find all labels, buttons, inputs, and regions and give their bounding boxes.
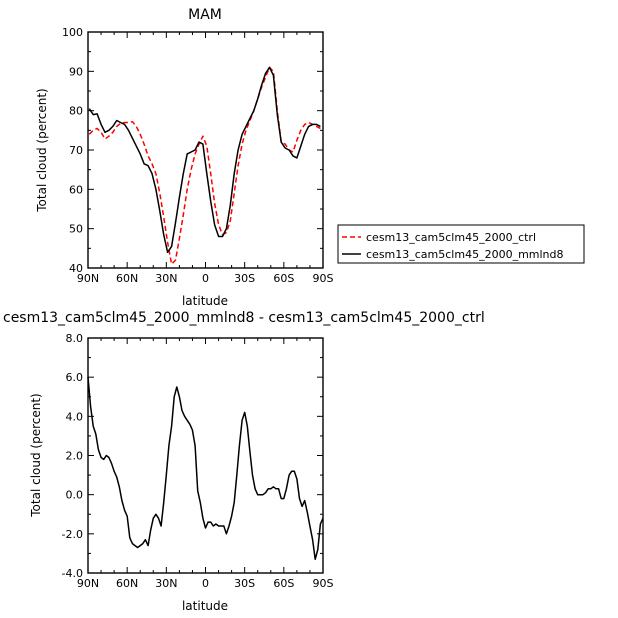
top-y-tick-label: 90 <box>69 65 83 78</box>
top-y-tick-label: 80 <box>69 105 83 118</box>
top-panel: MAM 90N 60N 30N 0 30S 60S 90S 40 50 60 70 80 90 100 l… <box>35 7 585 308</box>
top-x-tick-label: 30S <box>234 272 255 285</box>
bottom-x-tick-label: 0 <box>202 577 209 590</box>
legend-label-ctrl: cesm13_cam5clm45_2000_ctrl <box>366 231 536 244</box>
top-x-tick-label: 60S <box>273 272 294 285</box>
bottom-y-axis-label: Total cloud (percent) <box>29 393 43 517</box>
bottom-y-tick-label: -4.0 <box>62 567 83 580</box>
top-series-line-0 <box>88 66 321 265</box>
bottom-y-tick-label: -2.0 <box>62 528 83 541</box>
bottom-plot-frame <box>87 337 324 574</box>
bottom-panel: cesm13_cam5clm45_2000_mmlnd8 - cesm13_ca… <box>3 310 485 613</box>
top-x-axis-label: latitude <box>182 294 228 308</box>
top-y-tick-label: 100 <box>62 26 83 39</box>
top-x-tick-label: 30N <box>155 272 177 285</box>
bottom-y-tick-label: 4.0 <box>66 410 84 423</box>
bottom-x-tick-label: 60S <box>273 577 294 590</box>
bottom-x-tick-label: 90S <box>313 577 334 590</box>
top-y-tick-label: 50 <box>69 223 83 236</box>
bottom-y-tick-label: 2.0 <box>66 450 84 463</box>
bottom-chart-title: cesm13_cam5clm45_2000_mmlnd8 - cesm13_ca… <box>3 310 485 326</box>
top-y-tick-label: 40 <box>69 262 83 275</box>
legend-label-mmlnd8: cesm13_cam5clm45_2000_mmlnd8 <box>366 248 564 261</box>
bottom-x-tick-label: 30N <box>155 577 177 590</box>
bottom-y-tick-label: 0.0 <box>66 489 84 502</box>
bottom-x-tick-label: 60N <box>116 577 138 590</box>
legend: cesm13_cam5clm45_2000_ctrl cesm13_cam5cl… <box>337 224 585 264</box>
top-chart-title: MAM <box>188 7 222 23</box>
bottom-series-line-0 <box>87 377 324 561</box>
legend-box <box>337 224 585 264</box>
top-x-tick-label: 0 <box>202 272 209 285</box>
bottom-y-tick-label: 8.0 <box>66 332 84 345</box>
bottom-x-axis-label: latitude <box>182 599 228 613</box>
top-y-tick-label: 70 <box>69 144 83 157</box>
top-series-line-1 <box>88 66 321 254</box>
bottom-x-tick-label: 30S <box>234 577 255 590</box>
top-x-tick-label: 90N <box>77 272 99 285</box>
bottom-x-tick-label: 90N <box>77 577 99 590</box>
top-x-tick-label: 90S <box>313 272 334 285</box>
top-y-tick-label: 60 <box>69 183 83 196</box>
top-y-axis-label: Total cloud (percent) <box>35 88 49 212</box>
bottom-y-tick-label: 6.0 <box>66 371 84 384</box>
top-x-tick-label: 60N <box>116 272 138 285</box>
